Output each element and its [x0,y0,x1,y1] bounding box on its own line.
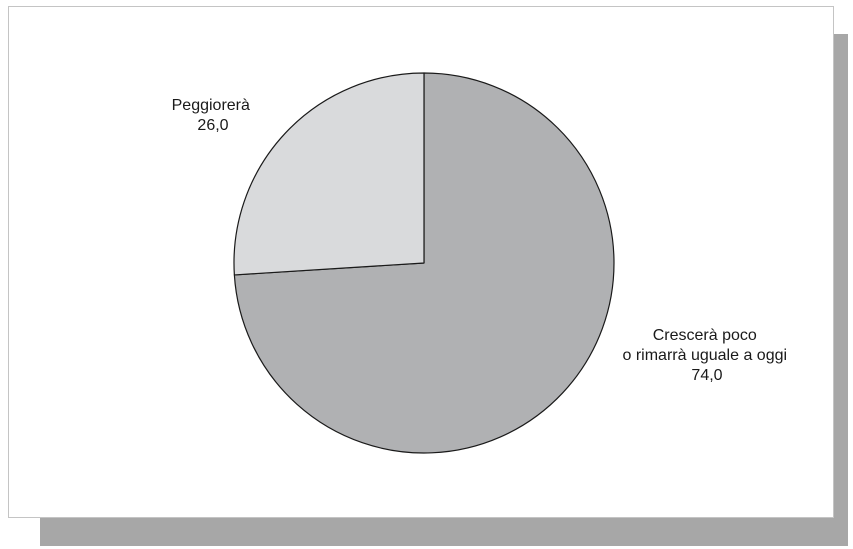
slice-value-peggiorera: 26,0 [197,117,228,134]
slice-label-peggiorera-name: Peggiorerà [172,97,250,114]
slice-label-peggiorera: Peggiorerà 26,0 [172,97,255,134]
slice-label-crescera-line1: Crescerà poco [653,327,757,344]
pie-slice-peggiorera [233,72,425,276]
pie-slices [233,72,615,454]
slice-label-crescera: Crescerà poco o rimarrà uguale a oggi 74… [623,327,792,384]
slice-value-crescera: 74,0 [691,367,722,384]
slice-label-crescera-line2: o rimarrà uguale a oggi [623,347,788,364]
